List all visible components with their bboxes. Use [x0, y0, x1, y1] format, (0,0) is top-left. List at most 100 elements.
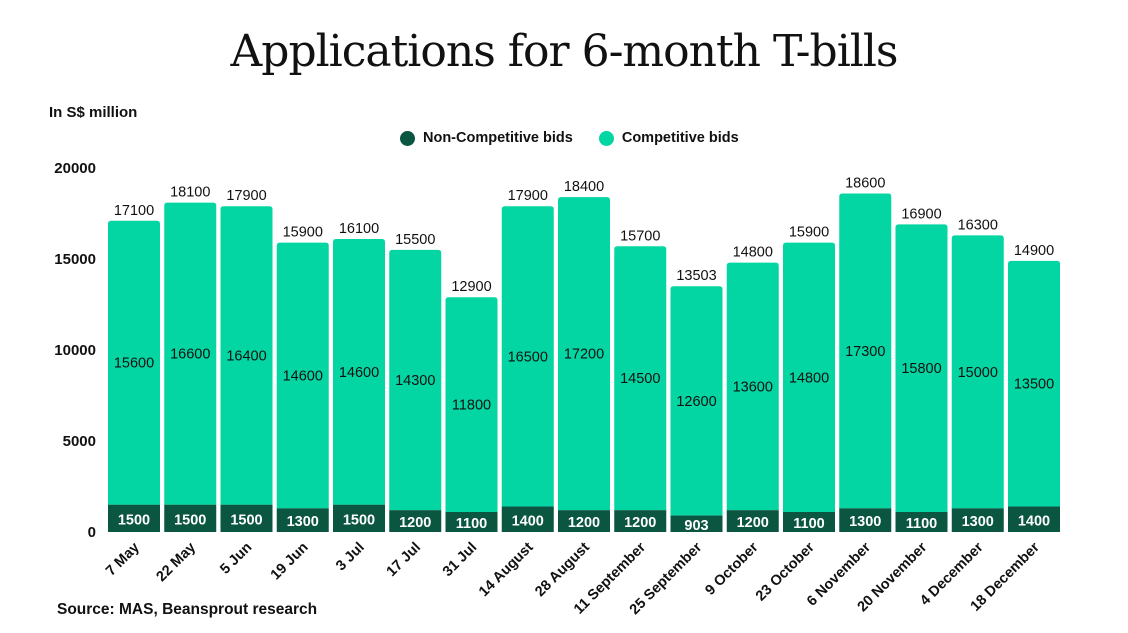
non-competitive-value-label: 1300	[962, 514, 994, 530]
legend-item-competitive: Competitive bids	[598, 130, 739, 146]
bar-competitive	[389, 249, 442, 511]
x-tick-label: 9 October	[702, 539, 761, 598]
x-tick-label: 31 Jul	[440, 540, 480, 580]
bar-non-competitive	[276, 508, 329, 532]
competitive-value-label: 14600	[283, 368, 323, 384]
total-label: 18400	[564, 179, 604, 195]
bar-competitive	[276, 242, 329, 509]
bar-non-competitive	[670, 515, 723, 532]
bar-non-competitive	[726, 510, 779, 532]
bar-non-competitive	[108, 504, 160, 532]
y-tick-label: 5000	[63, 433, 96, 450]
total-label: 16300	[958, 217, 998, 233]
competitive-value-label: 16500	[508, 349, 548, 365]
bar-competitive	[726, 262, 779, 511]
competitive-value-label: 13600	[733, 379, 773, 395]
x-tick-label: 28 August	[532, 539, 593, 600]
chart-title: Applications for 6-month T-bills	[230, 26, 899, 77]
competitive-value-label: 15800	[901, 361, 941, 377]
non-competitive-value-label: 1300	[849, 514, 881, 530]
bar-competitive	[445, 297, 498, 512]
x-tick-label: 7 May	[103, 540, 143, 580]
total-label: 17900	[508, 188, 548, 204]
total-label: 15900	[789, 225, 829, 241]
non-competitive-value-label: 1200	[624, 515, 656, 531]
bar-non-competitive	[839, 508, 892, 532]
legend-swatch-non-competitive	[400, 130, 415, 146]
non-competitive-value-label: 1500	[174, 512, 206, 528]
competitive-value-label: 12600	[676, 394, 716, 410]
non-competitive-value-label: 1100	[906, 516, 937, 532]
bar-competitive	[164, 202, 217, 505]
source-note: Source: MAS, Beansprout research	[57, 601, 318, 618]
legend-label: Competitive bids	[621, 130, 739, 146]
total-label: 18600	[845, 175, 885, 191]
bar-competitive	[333, 238, 385, 505]
y-axis-label: In S$ million	[49, 104, 138, 121]
total-label: 16900	[901, 206, 941, 222]
non-competitive-value-label: 1200	[399, 515, 431, 531]
total-label: 14800	[733, 245, 773, 261]
total-label: 12900	[451, 279, 491, 295]
total-label: 16100	[339, 221, 379, 237]
bar-non-competitive	[501, 506, 554, 532]
total-label: 15900	[283, 225, 323, 241]
total-label: 15500	[395, 232, 435, 248]
bar-non-competitive	[614, 510, 667, 532]
bar-non-competitive	[220, 504, 273, 532]
legend-item-non-competitive: Non-Competitive bids	[400, 130, 573, 146]
legend: Non-Competitive bids Competitive bids	[400, 130, 739, 146]
bar-competitive	[614, 246, 667, 511]
non-competitive-value-label: 1100	[456, 516, 487, 532]
bar-non-competitive	[951, 508, 1004, 532]
y-tick-label: 0	[88, 524, 96, 541]
competitive-value-label: 16600	[170, 347, 210, 363]
non-competitive-value-label: 1400	[512, 513, 544, 529]
competitive-value-label: 11800	[452, 398, 491, 414]
non-competitive-value-label: 1500	[118, 512, 150, 528]
legend-swatch-competitive	[598, 130, 614, 146]
x-tick-label: 5 Jun	[217, 540, 255, 578]
total-label: 18100	[170, 185, 210, 201]
bar-non-competitive	[558, 510, 610, 532]
x-tick-label: 22 May	[154, 540, 200, 586]
total-label: 15700	[620, 228, 660, 244]
non-competitive-value-label: 903	[684, 518, 708, 534]
bar-competitive	[1008, 260, 1060, 507]
bar-competitive	[951, 235, 1004, 509]
competitive-value-label: 14500	[620, 371, 660, 387]
competitive-value-label: 17300	[845, 344, 885, 360]
bar-competitive	[558, 197, 610, 511]
total-label: 13503	[676, 268, 716, 284]
competitive-value-label: 14300	[395, 373, 435, 389]
bar-non-competitive	[164, 504, 217, 532]
bar-non-competitive	[389, 510, 442, 532]
bar-competitive	[501, 206, 554, 507]
bar-competitive	[839, 193, 892, 509]
competitive-value-label: 16400	[226, 348, 266, 364]
bar-non-competitive	[445, 511, 498, 532]
total-label: 17100	[114, 203, 154, 219]
non-competitive-value-label: 1200	[737, 515, 769, 531]
bar-competitive	[670, 286, 723, 516]
bar-non-competitive	[333, 504, 385, 532]
total-label: 14900	[1014, 243, 1054, 259]
competitive-value-label: 14600	[339, 365, 379, 381]
non-competitive-value-label: 1400	[1018, 513, 1050, 529]
total-label: 17900	[226, 188, 266, 204]
legend-label: Non-Competitive bids	[423, 130, 573, 146]
x-tick-label: 3 Jul	[333, 540, 368, 575]
bar-competitive	[783, 242, 835, 512]
competitive-value-label: 15000	[958, 365, 998, 381]
bar-non-competitive	[1008, 506, 1060, 532]
y-tick-label: 20000	[54, 160, 96, 177]
x-tick-label: 14 August	[476, 539, 537, 600]
non-competitive-value-label: 1500	[230, 512, 262, 528]
competitive-value-label: 13500	[1014, 377, 1054, 393]
competitive-value-label: 15600	[114, 356, 154, 372]
x-tick-label: 19 Jun	[268, 540, 312, 584]
y-tick-label: 10000	[54, 342, 96, 359]
non-competitive-value-label: 1500	[343, 512, 375, 528]
x-tick-label: 17 Jul	[384, 540, 424, 580]
